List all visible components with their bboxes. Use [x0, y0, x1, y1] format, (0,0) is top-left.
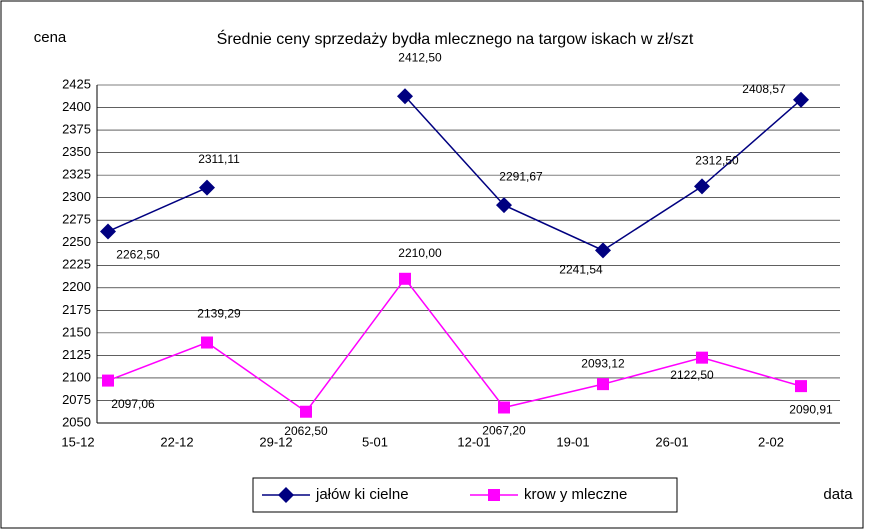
marker [397, 88, 413, 105]
x-tick-label: 2-02 [758, 434, 784, 449]
y-tick-label: 2250 [62, 234, 91, 249]
data-label: 2291,67 [499, 169, 543, 183]
marker [100, 223, 116, 240]
data-label: 2090,91 [789, 402, 833, 416]
data-label: 2262,50 [116, 248, 160, 262]
data-label: 2412,50 [398, 50, 442, 64]
y-tick-label: 2100 [62, 369, 91, 384]
x-axis-label: data [823, 486, 853, 503]
x-tick-label: 29-12 [259, 434, 292, 449]
y-axis-label: cena [34, 29, 67, 46]
y-tick-label: 2400 [62, 99, 91, 114]
legend-label: krow y mleczne [524, 486, 627, 503]
y-tick-label: 2325 [62, 167, 91, 182]
data-label: 2408,57 [742, 82, 786, 96]
legend-box [252, 477, 678, 513]
marker [496, 197, 512, 214]
y-tick-label: 2125 [62, 347, 91, 362]
data-label: 2067,20 [482, 424, 526, 438]
data-label: 2311,11 [198, 152, 240, 166]
data-label: 2139,29 [197, 307, 241, 321]
marker [199, 179, 215, 196]
data-label: 2312,50 [695, 154, 739, 168]
marker [793, 91, 809, 108]
y-tick-label: 2300 [62, 189, 91, 204]
data-label: 2097,06 [111, 397, 155, 411]
marker [597, 378, 609, 391]
x-tick-label: 19-01 [556, 434, 589, 449]
y-tick-label: 2200 [62, 279, 91, 294]
legend-marker [278, 487, 294, 503]
x-tick-label: 22-12 [160, 434, 193, 449]
y-tick-label: 2050 [62, 414, 91, 429]
data-label: 2093,12 [581, 356, 625, 370]
data-label: 2241,54 [559, 263, 603, 277]
marker [201, 336, 213, 349]
chart-title: Średnie ceny sprzedaży bydła mlecznego n… [217, 29, 694, 48]
data-label: 2122,50 [670, 368, 714, 382]
y-tick-label: 2150 [62, 324, 91, 339]
marker [595, 242, 611, 259]
marker [498, 401, 510, 414]
marker [795, 380, 807, 393]
x-tick-label: 15-12 [61, 434, 94, 449]
x-tick-label: 12-01 [457, 434, 490, 449]
marker [300, 405, 312, 418]
y-tick-label: 2350 [62, 144, 91, 159]
data-label: 2210,00 [398, 246, 442, 260]
y-tick-label: 2075 [62, 392, 91, 407]
data-label: 2062,50 [284, 424, 328, 438]
legend-label: jałów ki cielne [315, 486, 409, 503]
x-tick-label: 26-01 [655, 434, 688, 449]
y-tick-label: 2225 [62, 257, 91, 272]
x-tick-label: 5-01 [362, 434, 388, 449]
series-line [107, 277, 802, 413]
y-tick-label: 2425 [62, 76, 91, 91]
y-tick-label: 2175 [62, 302, 91, 317]
y-tick-label: 2375 [62, 122, 91, 137]
legend-marker [488, 489, 500, 501]
y-tick-label: 2275 [62, 212, 91, 227]
marker [694, 178, 710, 195]
marker [399, 272, 411, 285]
marker [102, 374, 114, 387]
marker [696, 351, 708, 364]
